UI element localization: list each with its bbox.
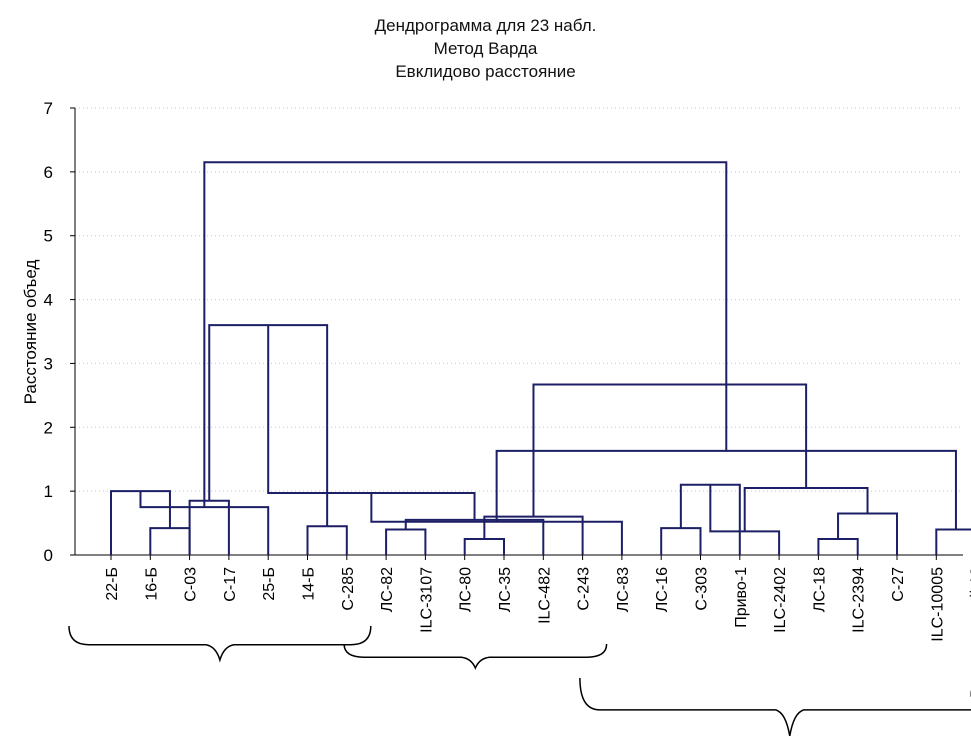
dendrogram-link-9 bbox=[404, 518, 545, 555]
y-tick-label-7: 7 bbox=[44, 99, 53, 118]
y-tick-label-4: 4 bbox=[44, 291, 53, 310]
leaf-label-17: Приво-1 bbox=[733, 567, 750, 628]
leaf-label-3: С-03 bbox=[183, 567, 200, 602]
group-brace-2 bbox=[343, 643, 608, 670]
leaf-labels: 22-Б 16-Б С-03 С-17 25-Б 14-Б С-285 ЛС-82 ILC-31… bbox=[104, 567, 971, 698]
group-brace-3 bbox=[579, 677, 971, 736]
leaf-label-22: ILC-10005 bbox=[929, 567, 946, 642]
leaf-label-15: ЛС-16 bbox=[654, 567, 671, 612]
grid-layer bbox=[75, 107, 963, 492]
dendrogram-link-22 bbox=[203, 161, 728, 508]
leaf-label-10: ЛС-80 bbox=[458, 567, 475, 612]
dendrogram-link-2 bbox=[188, 499, 230, 555]
leaf-label-14: ЛС-83 bbox=[615, 567, 632, 612]
leaf-label-20: ILC-2394 bbox=[851, 567, 868, 633]
y-tick-label-5: 5 bbox=[44, 227, 53, 246]
chart-title-line-3: Евклидово расстояние bbox=[395, 62, 576, 81]
leaf-label-18: ILC-2402 bbox=[772, 567, 789, 633]
leaf-label-4: С-17 bbox=[222, 567, 239, 602]
dendrogram-link-19 bbox=[743, 486, 869, 532]
leaf-label-21: С-27 bbox=[890, 567, 907, 602]
dendrogram-link-1 bbox=[149, 527, 191, 555]
leaf-label-2: 16-Б bbox=[143, 567, 160, 601]
dendrogram-link-17 bbox=[837, 512, 898, 555]
chart-title-line-2: Метод Варда bbox=[433, 39, 538, 58]
leaf-label-23: Волгоградский 10 bbox=[969, 567, 971, 698]
dendrogram-link-15 bbox=[817, 538, 859, 555]
y-tick-label-6: 6 bbox=[44, 163, 53, 182]
dendrogram-link-4 bbox=[306, 525, 348, 555]
y-tick-label-2: 2 bbox=[44, 418, 53, 437]
leaf-label-9: ILC-3107 bbox=[418, 567, 435, 633]
leaf-label-16: С-303 bbox=[694, 567, 711, 611]
group-brace-1 bbox=[68, 625, 372, 663]
dendrogram-link-20 bbox=[495, 449, 957, 530]
axis-layer: 0 1 2 3 4 5 6 7 bbox=[44, 99, 963, 565]
dendrogram-link-10 bbox=[483, 515, 584, 555]
leaf-label-1: 22-Б bbox=[104, 567, 121, 601]
dendrogram-link-21 bbox=[532, 383, 808, 517]
dendrogram-link-18 bbox=[935, 528, 971, 555]
leaf-label-12: ILC-482 bbox=[536, 567, 553, 624]
dendrogram-link-6 bbox=[208, 324, 329, 527]
y-tick-label-0: 0 bbox=[44, 546, 53, 565]
leaf-label-8: ЛС-82 bbox=[379, 567, 396, 612]
dendrogram-link-16 bbox=[709, 484, 781, 555]
dendrogram-link-8 bbox=[463, 538, 505, 555]
y-tick-label-1: 1 bbox=[44, 482, 53, 501]
y-axis-label: Расстояние объед bbox=[21, 260, 40, 405]
dendrogram-link-7 bbox=[385, 528, 427, 555]
y-tick-label-3: 3 bbox=[44, 354, 53, 373]
dendrogram-link-14 bbox=[679, 483, 741, 555]
group-braces bbox=[68, 625, 971, 736]
leaf-label-13: С-243 bbox=[576, 567, 593, 611]
chart-title-line-1: Дендрограмма для 23 набл. bbox=[374, 16, 597, 35]
leaf-label-7: С-285 bbox=[340, 567, 357, 611]
dendrogram-links bbox=[110, 161, 971, 555]
leaf-label-6: 14-Б bbox=[301, 567, 318, 601]
leaf-label-11: ЛС-35 bbox=[497, 567, 514, 612]
dendrogram-link-12 bbox=[660, 527, 702, 555]
leaf-label-19: ЛС-18 bbox=[811, 567, 828, 612]
leaf-label-5: 25-Б bbox=[261, 567, 278, 601]
